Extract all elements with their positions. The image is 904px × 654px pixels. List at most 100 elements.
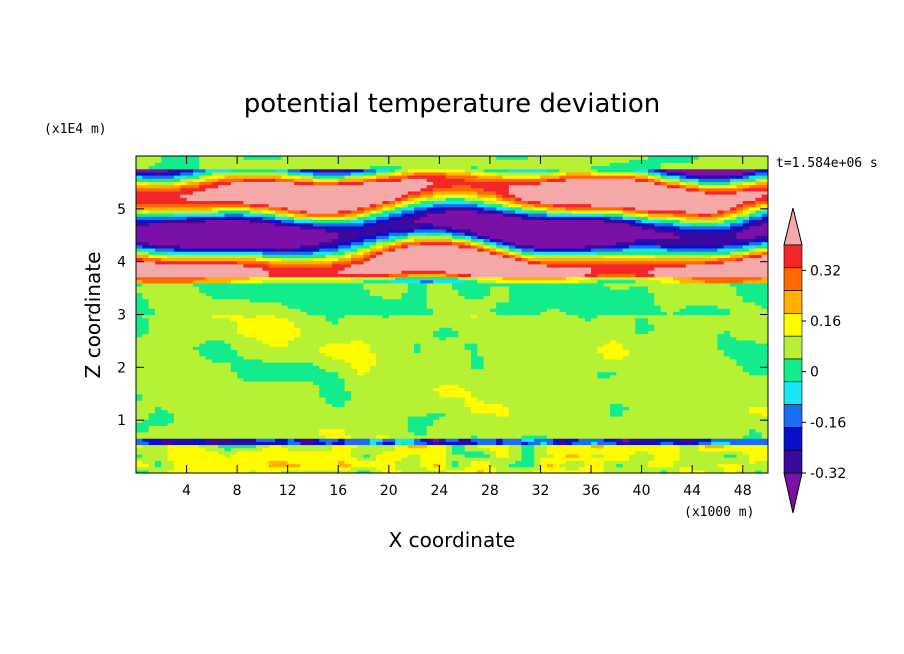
contour-cell	[647, 285, 737, 290]
contour-cell	[660, 304, 687, 309]
contour-cell	[300, 438, 314, 442]
contour-cell	[199, 343, 232, 347]
contour-cell	[382, 247, 390, 252]
contour-cell	[376, 362, 472, 366]
contour-cell	[515, 254, 523, 259]
contour-cell	[660, 181, 668, 186]
contour-cell	[470, 349, 478, 354]
contour-cell	[470, 228, 655, 233]
contour-cell	[464, 343, 478, 347]
contour-cell	[426, 466, 447, 471]
contour-cell	[414, 206, 428, 211]
contour-cell	[742, 171, 750, 176]
contour-cell	[616, 339, 719, 344]
contour-cell	[325, 352, 377, 357]
contour-cell	[319, 241, 339, 246]
contour-cell	[154, 406, 162, 411]
contour-cell	[350, 362, 377, 366]
contour-cell	[654, 241, 731, 246]
contour-cell	[173, 181, 188, 186]
contour-cell	[761, 213, 768, 217]
contour-cell	[319, 438, 339, 442]
contour-cell	[622, 343, 719, 347]
contour-cell	[142, 209, 150, 214]
contour-cell	[635, 171, 649, 176]
contour-cell	[679, 279, 706, 284]
contour-cell	[470, 165, 478, 170]
contour-cell	[192, 279, 232, 284]
contour-cell	[136, 393, 143, 398]
contour-cell	[154, 247, 175, 252]
contour-cell	[407, 428, 428, 433]
contour-cell	[369, 289, 409, 293]
contour-cell	[508, 295, 655, 300]
contour-cell	[546, 447, 681, 452]
contour-cell	[382, 438, 396, 442]
contour-cell	[445, 438, 459, 442]
contour-cell	[136, 238, 333, 243]
contour-cell	[136, 352, 200, 357]
contour-cell	[679, 181, 687, 186]
contour-cell	[154, 460, 162, 465]
contour-cell	[173, 460, 270, 465]
contour-cell	[445, 469, 478, 473]
contour-cell	[262, 447, 289, 452]
contour-cell	[300, 308, 434, 312]
contour-cell	[445, 206, 472, 211]
contour-cell	[502, 441, 523, 446]
contour-cell	[407, 175, 447, 179]
contour-cell	[338, 371, 358, 376]
contour-cell	[679, 447, 700, 452]
contour-cell	[742, 368, 768, 373]
contour-cell	[142, 444, 169, 449]
contour-cell	[622, 355, 731, 360]
contour-cell	[679, 438, 700, 442]
contour-cell	[306, 311, 434, 316]
contour-cell	[666, 178, 681, 182]
contour-cell	[287, 447, 333, 452]
contour-cell	[363, 282, 409, 287]
contour-cell	[136, 365, 232, 369]
contour-cell	[635, 168, 649, 173]
contour-cell	[483, 187, 510, 192]
contour-cell	[622, 213, 636, 217]
contour-cell	[736, 206, 744, 211]
contour-cell	[369, 165, 403, 170]
contour-cell	[363, 209, 371, 214]
contour-cell	[711, 213, 725, 217]
contour-cell	[350, 390, 440, 395]
x-tick-label: 8	[233, 483, 242, 499]
contour-cell	[685, 441, 693, 446]
contour-cell	[237, 330, 301, 335]
contour-cell	[470, 409, 510, 414]
contour-cell	[407, 203, 421, 208]
contour-cell	[546, 434, 744, 439]
contour-cell	[237, 374, 339, 379]
contour-cell	[275, 168, 289, 173]
contour-cell	[363, 206, 377, 211]
contour-cell	[262, 254, 327, 259]
contour-cell	[312, 381, 346, 385]
contour-cell	[243, 314, 257, 319]
contour-cell	[395, 203, 403, 208]
contour-cell	[319, 244, 339, 249]
contour-cell	[635, 206, 731, 211]
contour-cell	[262, 279, 365, 284]
contour-cell	[350, 447, 396, 452]
contour-cell	[136, 406, 156, 411]
contour-cell	[136, 206, 213, 211]
contour-cell	[647, 463, 674, 468]
contour-cell	[420, 194, 434, 198]
contour-cell	[470, 441, 478, 446]
contour-cell	[761, 194, 768, 198]
contour-cell	[698, 441, 712, 446]
contour-cell	[414, 219, 605, 224]
contour-cell	[470, 390, 768, 395]
contour-cell	[521, 216, 542, 220]
contour-cell	[205, 438, 232, 442]
contour-cell	[142, 453, 169, 458]
contour-cell	[521, 254, 535, 259]
contour-cell	[136, 247, 143, 252]
contour-cell	[452, 285, 491, 290]
contour-cell	[414, 171, 447, 176]
